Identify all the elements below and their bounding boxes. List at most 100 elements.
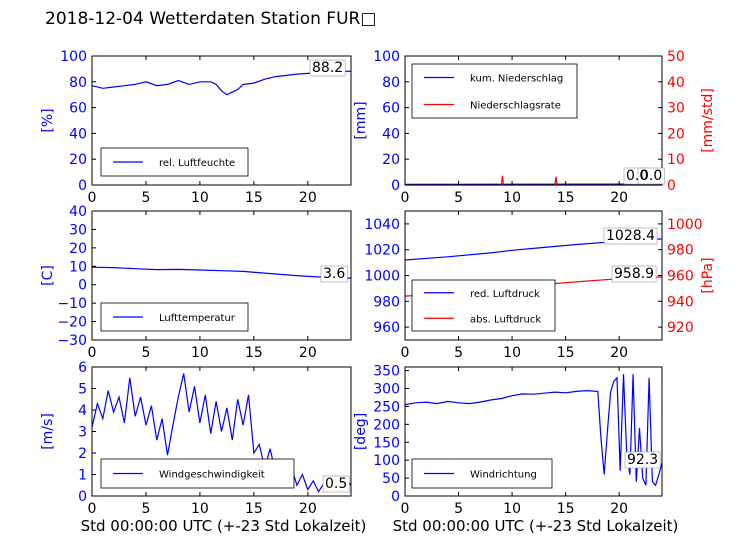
pressure-ytick-label: 1040 bbox=[364, 217, 400, 233]
pressure-ytick-label: 960 bbox=[373, 320, 400, 336]
precip-ytick2-label: 30 bbox=[667, 101, 685, 117]
pressure-annotation-box bbox=[611, 265, 657, 283]
precip-ytick2-label: 10 bbox=[667, 152, 685, 168]
pressure-annotation: 1028.4 bbox=[606, 228, 655, 244]
wind_dir-xtick-label: 10 bbox=[503, 501, 521, 517]
temperature-ytick-label: 20 bbox=[69, 241, 87, 257]
pressure-ytick-label: 1020 bbox=[364, 243, 400, 259]
wind_dir-ytick-label: 150 bbox=[373, 435, 400, 451]
humidity-ytick-label: 80 bbox=[69, 75, 87, 91]
wind_speed-xtick-label: 0 bbox=[88, 501, 97, 517]
wind_speed-legend-label: Windgeschwindigkeit bbox=[159, 470, 265, 481]
wind_dir-panel bbox=[404, 366, 663, 497]
humidity-panel bbox=[91, 55, 352, 186]
temperature-xtick-label: 15 bbox=[245, 345, 263, 361]
humidity-frame bbox=[91, 55, 352, 186]
temperature-annotation: 3.6 bbox=[323, 266, 345, 282]
wind_dir-ylabel: [deg] bbox=[353, 413, 369, 450]
humidity-series-0 bbox=[91, 70, 352, 96]
temperature-xtick-label: 5 bbox=[141, 345, 150, 361]
humidity-ylabel: [%] bbox=[40, 108, 56, 132]
pressure-xtick-label: 0 bbox=[401, 345, 410, 361]
pressure-ytick2-label: 1000 bbox=[667, 217, 703, 233]
wind_speed-ytick-label: 2 bbox=[78, 446, 87, 462]
wind_speed-ytick-label: 6 bbox=[78, 360, 87, 376]
humidity-xtick-label: 5 bbox=[141, 190, 150, 206]
pressure-ylabel2: [hPa] bbox=[700, 257, 716, 293]
wind_dir-ytick-label: 100 bbox=[373, 453, 400, 469]
precip-panel bbox=[404, 55, 665, 186]
pressure-ytick2-label: 940 bbox=[667, 294, 694, 310]
pressure-ytick-label: 1000 bbox=[364, 269, 400, 285]
temperature-ytick-label: 40 bbox=[69, 204, 87, 220]
temperature-legend bbox=[100, 302, 249, 332]
precip-xtick-label: 5 bbox=[454, 190, 463, 206]
temperature-ytick-label: 30 bbox=[69, 222, 87, 238]
temperature-frame bbox=[91, 210, 352, 341]
humidity-annotation: 88.2 bbox=[312, 60, 343, 76]
precip-ytick-label: 100 bbox=[373, 49, 400, 65]
humidity-ytick-label: 100 bbox=[60, 49, 87, 65]
precip-ytick2-label: 50 bbox=[667, 49, 685, 65]
wind_speed-ytick-label: 4 bbox=[78, 403, 87, 419]
humidity-xtick-label: 10 bbox=[191, 190, 209, 206]
humidity-legend-label: rel. Luftfeuchte bbox=[159, 158, 235, 169]
pressure-ytick2-label: 960 bbox=[667, 269, 694, 285]
pressure-panel bbox=[404, 210, 663, 341]
precip-ylabel: [mm] bbox=[353, 101, 369, 139]
wind_speed-ytick-label: 3 bbox=[78, 425, 87, 441]
precip-annotation-box bbox=[637, 167, 665, 185]
precip-ytick2-label: 40 bbox=[667, 75, 685, 91]
temperature-ytick-label: −10 bbox=[57, 296, 87, 312]
humidity-ytick-label: 0 bbox=[78, 178, 87, 194]
wind_speed-xtick-label: 5 bbox=[141, 501, 150, 517]
wind_speed-ytick-label: 1 bbox=[78, 468, 87, 484]
temperature-ytick-label: −20 bbox=[57, 315, 87, 331]
temperature-ytick-label: 0 bbox=[78, 278, 87, 294]
pressure-xtick-label: 5 bbox=[454, 345, 463, 361]
pressure-xtick-label: 20 bbox=[610, 345, 628, 361]
precip-frame bbox=[404, 55, 663, 186]
wind_speed-annotation: 0.5 bbox=[325, 476, 347, 492]
wind_speed-ytick-label: 0 bbox=[78, 489, 87, 505]
humidity-ytick-label: 40 bbox=[69, 126, 87, 142]
temperature-panel bbox=[91, 210, 352, 341]
precip-annotation: 0.0 bbox=[640, 168, 662, 184]
pressure-legend bbox=[411, 279, 556, 332]
wind_dir-xtick-label: 5 bbox=[454, 501, 463, 517]
humidity-xtick-label: 20 bbox=[299, 190, 317, 206]
wind_dir-xtick-label: 0 bbox=[401, 501, 410, 517]
pressure-ytick2-label: 980 bbox=[667, 243, 694, 259]
wind_dir-ytick-label: 350 bbox=[373, 364, 400, 380]
wind_dir-ytick-label: 0 bbox=[391, 489, 400, 505]
pressure-ytick2-label: 920 bbox=[667, 320, 694, 336]
humidity-annotation-box bbox=[309, 59, 346, 77]
wind_speed-series-0 bbox=[91, 373, 352, 493]
humidity-ytick-label: 60 bbox=[69, 101, 87, 117]
precip-ytick2-label: 20 bbox=[667, 126, 685, 142]
wind_speed-ylabel: [m/s] bbox=[40, 413, 56, 450]
wind_dir-legend-label: Windrichtung bbox=[470, 470, 537, 481]
wind_dir-xtick-label: 20 bbox=[610, 501, 628, 517]
pressure-annotation: 958.9 bbox=[614, 266, 654, 282]
precip-xtick-label: 0 bbox=[401, 190, 410, 206]
precip-ytick-label: 0 bbox=[391, 178, 400, 194]
temperature-legend-label: Lufttemperatur bbox=[159, 313, 236, 324]
precip-legend-label: kum. Niederschlag bbox=[470, 74, 563, 85]
precip-annotation: 0.0 bbox=[626, 168, 648, 184]
humidity-xtick-label: 15 bbox=[245, 190, 263, 206]
wind_speed-panel bbox=[91, 366, 352, 497]
wind_dir-annotation: 92.3 bbox=[627, 452, 658, 468]
wind_speed-annotation-box bbox=[322, 475, 350, 493]
wind_dir-ytick-label: 250 bbox=[373, 399, 400, 415]
precip-ytick2-label: 0 bbox=[667, 178, 676, 194]
pressure-ytick-label: 980 bbox=[373, 294, 400, 310]
wind_dir-xtick-label: 15 bbox=[557, 501, 575, 517]
figure-title: 2018-12-04 Wetterdaten Station FUR□ bbox=[45, 9, 377, 29]
precip-xtick-label: 20 bbox=[610, 190, 628, 206]
pressure-annotation-box bbox=[603, 227, 658, 245]
wind_dir-frame bbox=[404, 366, 663, 497]
wind_speed-xtick-label: 10 bbox=[191, 501, 209, 517]
wind_speed-xtick-label: 15 bbox=[245, 501, 263, 517]
